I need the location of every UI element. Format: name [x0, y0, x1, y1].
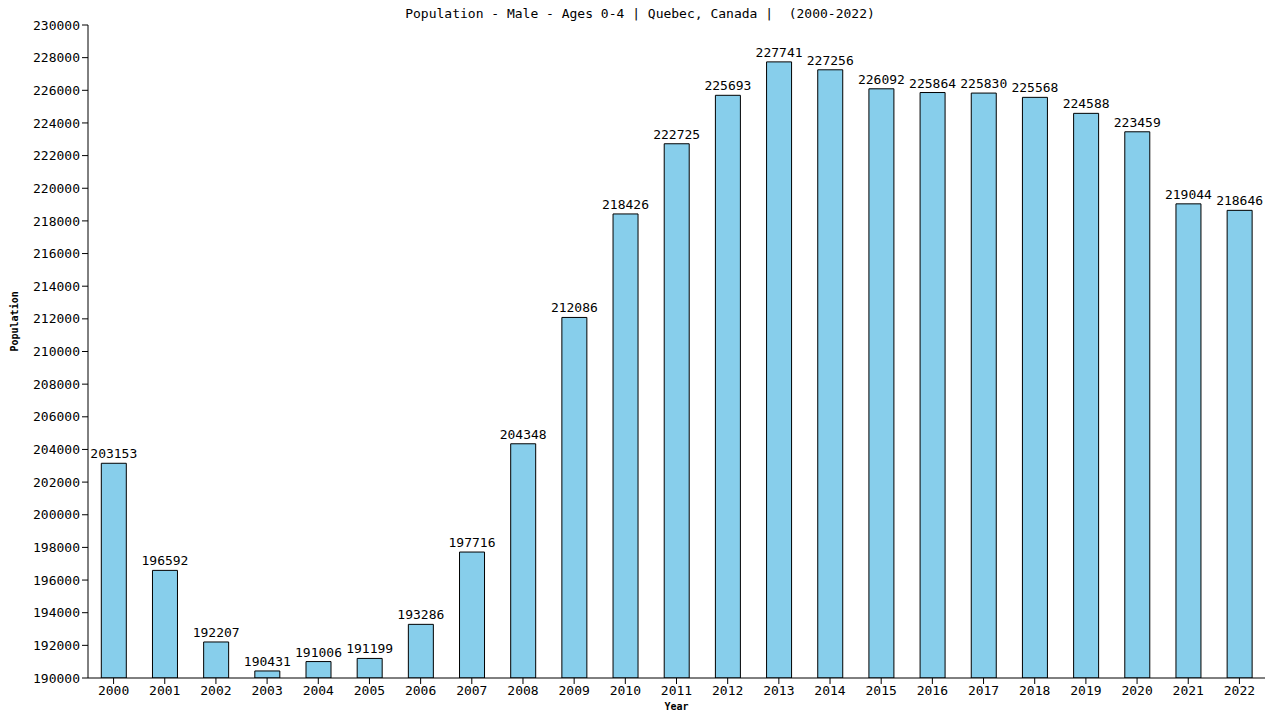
svg-text:2011: 2011 — [661, 683, 692, 698]
svg-text:2014: 2014 — [814, 683, 845, 698]
svg-text:2019: 2019 — [1070, 683, 1101, 698]
svg-text:223459: 223459 — [1114, 115, 1161, 130]
svg-text:225830: 225830 — [960, 76, 1007, 91]
svg-text:2009: 2009 — [558, 683, 589, 698]
svg-text:204000: 204000 — [33, 442, 80, 457]
svg-text:2000: 2000 — [98, 683, 129, 698]
svg-text:212000: 212000 — [33, 311, 80, 326]
svg-text:2004: 2004 — [303, 683, 334, 698]
svg-text:226000: 226000 — [33, 83, 80, 98]
svg-text:218646: 218646 — [1216, 193, 1263, 208]
svg-text:196592: 196592 — [141, 553, 188, 568]
svg-text:191199: 191199 — [346, 641, 393, 656]
svg-text:2001: 2001 — [149, 683, 180, 698]
svg-text:2021: 2021 — [1173, 683, 1204, 698]
svg-text:Population: Population — [9, 291, 20, 351]
svg-text:220000: 220000 — [33, 181, 80, 196]
svg-text:197716: 197716 — [449, 535, 496, 550]
svg-text:2007: 2007 — [456, 683, 487, 698]
svg-text:2015: 2015 — [866, 683, 897, 698]
svg-text:206000: 206000 — [33, 409, 80, 424]
svg-text:230000: 230000 — [33, 18, 80, 33]
svg-text:204348: 204348 — [500, 427, 547, 442]
svg-text:227741: 227741 — [756, 45, 803, 60]
html-text:Population - Male - Ages 0-4 |: Population - Male - Ages 0-4 | Quebec, C… — [405, 6, 875, 21]
svg-text:191006: 191006 — [295, 645, 342, 660]
svg-text:203153: 203153 — [90, 446, 137, 461]
svg-text:218426: 218426 — [602, 197, 649, 212]
svg-text:2010: 2010 — [610, 683, 641, 698]
svg-text:208000: 208000 — [33, 377, 80, 392]
svg-text:2017: 2017 — [968, 683, 999, 698]
svg-text:2016: 2016 — [917, 683, 948, 698]
svg-text:224000: 224000 — [33, 116, 80, 131]
svg-text:190000: 190000 — [33, 671, 80, 686]
svg-text:193286: 193286 — [397, 607, 444, 622]
svg-text:225693: 225693 — [704, 78, 751, 93]
svg-text:222725: 222725 — [653, 127, 700, 142]
svg-text:2006: 2006 — [405, 683, 436, 698]
svg-text:2002: 2002 — [200, 683, 231, 698]
svg-text:218000: 218000 — [33, 214, 80, 229]
svg-text:212086: 212086 — [551, 300, 598, 315]
svg-text:2003: 2003 — [251, 683, 282, 698]
svg-text:194000: 194000 — [33, 605, 80, 620]
svg-text:192207: 192207 — [193, 625, 240, 640]
svg-text:Year: Year — [664, 701, 688, 712]
svg-text:214000: 214000 — [33, 279, 80, 294]
svg-text:2008: 2008 — [507, 683, 538, 698]
svg-text:226092: 226092 — [858, 72, 905, 87]
svg-text:198000: 198000 — [33, 540, 80, 555]
svg-text:225568: 225568 — [1011, 80, 1058, 95]
svg-text:210000: 210000 — [33, 344, 80, 359]
svg-text:202000: 202000 — [33, 475, 80, 490]
svg-text:224588: 224588 — [1063, 96, 1110, 111]
svg-text:2018: 2018 — [1019, 683, 1050, 698]
svg-text:225864: 225864 — [909, 76, 956, 91]
svg-text:227256: 227256 — [807, 53, 854, 68]
svg-text:190431: 190431 — [244, 654, 291, 669]
svg-text:216000: 216000 — [33, 246, 80, 261]
svg-text:222000: 222000 — [33, 148, 80, 163]
svg-text:2020: 2020 — [1121, 683, 1152, 698]
svg-text:2013: 2013 — [763, 683, 794, 698]
svg-text:219044: 219044 — [1165, 187, 1212, 202]
svg-text:2012: 2012 — [712, 683, 743, 698]
svg-text:200000: 200000 — [33, 507, 80, 522]
svg-text:228000: 228000 — [33, 50, 80, 65]
svg-text:196000: 196000 — [33, 573, 80, 588]
svg-text:2022: 2022 — [1224, 683, 1255, 698]
svg-text:192000: 192000 — [33, 638, 80, 653]
svg-text:2005: 2005 — [354, 683, 385, 698]
